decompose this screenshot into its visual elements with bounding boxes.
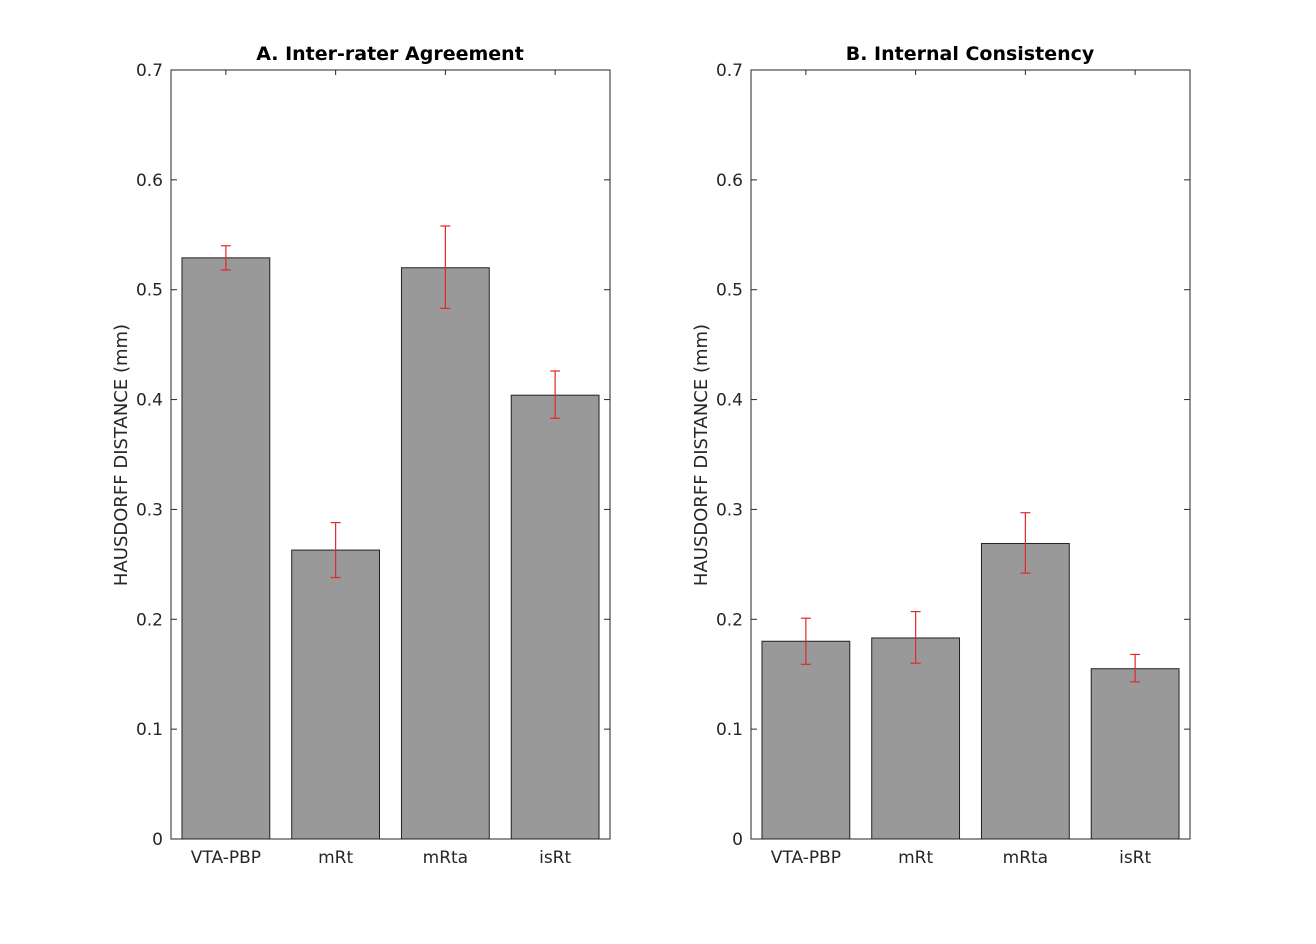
chart-b-ylabel: HAUSDORFF DISTANCE (mm) <box>691 324 712 586</box>
chart-b-ytick-label: 0.7 <box>716 61 743 81</box>
chart-a-plot: VTA-PBP mRt mRta isRt 0 0.1 0.2 0.3 0.4 0.5 0.6 0.7 <box>136 61 611 868</box>
chart-b-title: B. Internal Consistency <box>846 43 1095 65</box>
chart-a-bar-mRt <box>291 549 381 840</box>
chart-b-ytick-label: 0.4 <box>716 391 743 411</box>
chart-a-error-bar-mRt <box>330 522 341 579</box>
chart-a-error-bar-mRta <box>440 225 451 309</box>
chart-b-ytick-label: 0 <box>732 830 743 850</box>
chart-a-error-bar-isRt <box>550 370 561 419</box>
chart-a-ytick-label: 0.7 <box>136 61 163 81</box>
chart-a-title: A. Inter-rater Agreement <box>256 43 524 65</box>
chart-b-ytick-label: 0.3 <box>716 500 743 520</box>
chart-a-ytick-label: 0 <box>152 830 163 850</box>
chart-a-xtick-label: VTA-PBP <box>191 848 261 868</box>
chart-b-ytick-label: 0.6 <box>716 171 743 191</box>
chart-a-ytick-label: 0.6 <box>136 171 163 191</box>
chart-a-bar-isRt <box>510 394 600 840</box>
chart-panel-a: A. Inter-rater Agreement HAUSDORFF DISTA… <box>111 43 611 868</box>
chart-a-xtick-label: mRt <box>318 848 353 868</box>
chart-b-bar-mRt <box>871 637 961 840</box>
chart-b-xtick-label: VTA-PBP <box>771 848 841 868</box>
chart-a-ytick-label: 0.1 <box>136 720 163 740</box>
chart-panel-b: B. Internal Consistency HAUSDORFF DISTAN… <box>691 43 1191 868</box>
chart-a-error-bar-VTA-PBP <box>220 245 231 271</box>
chart-a-ytick-label: 0.5 <box>136 281 163 301</box>
chart-b-bar-mRta <box>980 542 1070 840</box>
chart-b-xtick-label: mRt <box>898 848 933 868</box>
chart-b-ytick-label: 0.1 <box>716 720 743 740</box>
chart-b-axes-box <box>750 69 1191 840</box>
chart-b-xtick-label: isRt <box>1119 848 1151 868</box>
chart-b-xtick-label: mRta <box>1003 848 1048 868</box>
chart-a-ytick-label: 0.4 <box>136 391 163 411</box>
chart-a-ytick-label: 0.3 <box>136 500 163 520</box>
chart-a-xtick-label: isRt <box>539 848 571 868</box>
chart-b-ytick-label: 0.5 <box>716 281 743 301</box>
chart-b-plot: VTA-PBP mRt mRta isRt 0 0.1 0.2 0.3 0.4 0.5 0.6 0.7 <box>716 61 1191 868</box>
chart-a-ytick-label: 0.2 <box>136 610 163 630</box>
chart-b-error-bar-mRta <box>1020 512 1031 574</box>
chart-a-bar-mRta <box>400 267 490 840</box>
chart-b-ytick-label: 0.2 <box>716 610 743 630</box>
chart-a-xtick-label: mRta <box>423 848 468 868</box>
chart-a-axes-box <box>170 69 611 840</box>
chart-b-error-bar-isRt <box>1130 653 1141 683</box>
chart-b-bar-VTA-PBP <box>761 640 851 840</box>
chart-b-error-bar-VTA-PBP <box>800 617 811 665</box>
chart-a-bar-VTA-PBP <box>181 257 271 840</box>
chart-b-error-bar-mRt <box>910 610 921 664</box>
chart-a-ylabel: HAUSDORFF DISTANCE (mm) <box>111 324 132 586</box>
chart-b-bar-isRt <box>1090 668 1180 840</box>
